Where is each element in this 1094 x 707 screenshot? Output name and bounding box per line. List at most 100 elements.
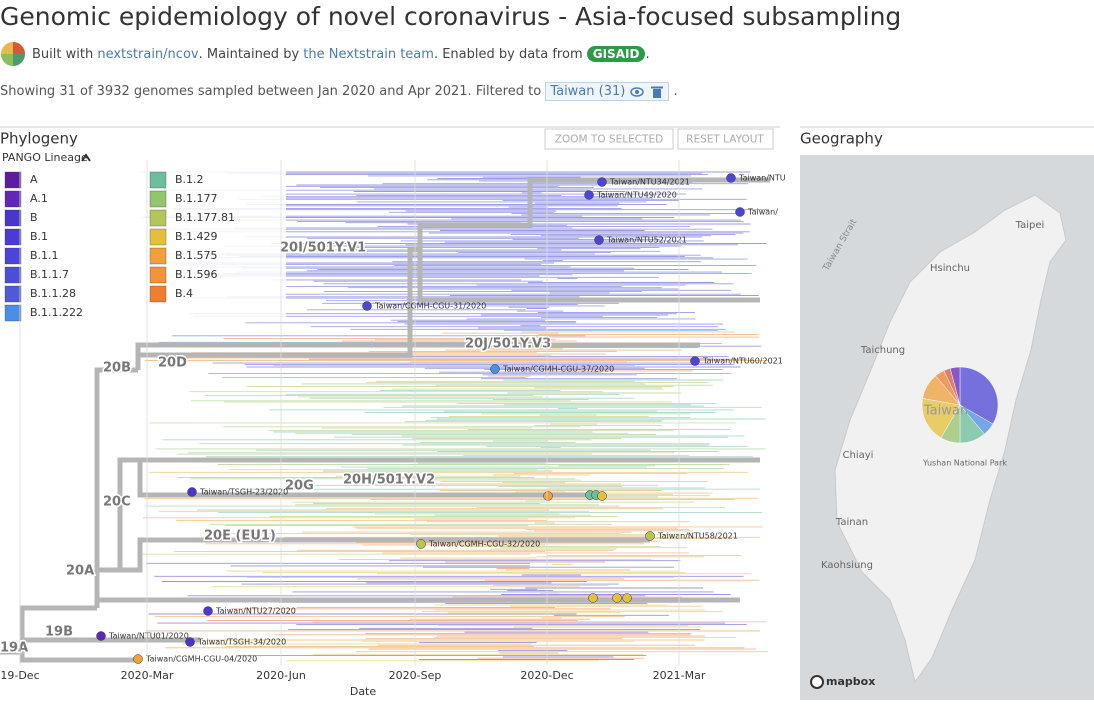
- clade-label: 20E (EU1): [204, 529, 276, 544]
- button[interactable]: [544, 128, 674, 150]
- clade-label: 20J/501Y.V3: [465, 337, 551, 352]
- place-label: Chiayi: [843, 450, 874, 461]
- legend-swatch: [4, 171, 22, 189]
- x-tick-label: 2020-Dec: [520, 669, 573, 682]
- tip-label: Taiwan/TSGH-34/2020: [197, 638, 286, 647]
- tip-label: Taiwan/: [747, 208, 778, 217]
- tip-label: Taiwan/CGMH-CGU-31/2020: [374, 302, 486, 311]
- attribution-icon: [810, 675, 824, 689]
- title: Genomic epidemiology of novel coronaviru…: [0, 2, 902, 31]
- legend-label: B.1.1.28: [30, 287, 76, 300]
- legend-swatch: [149, 285, 167, 303]
- clade-label: 20G: [285, 479, 314, 494]
- legend-swatch: [149, 190, 167, 208]
- legend-swatch: [149, 247, 167, 265]
- link[interactable]: the Nextstrain team: [303, 46, 434, 62]
- pie-slice: [949, 366, 961, 406]
- text: . Maintained by: [198, 46, 300, 62]
- legend-swatch: [4, 209, 22, 227]
- tip-label: Taiwan/NTU58/2021: [657, 532, 738, 541]
- map: Taipei Hsinchu Taichung Chiayi Tainan Kaohsiu…: [800, 155, 1094, 700]
- tip: [362, 301, 372, 311]
- legend-label: B.1.575: [175, 249, 218, 262]
- tip: [543, 491, 553, 501]
- text: .: [673, 84, 678, 99]
- clade-label: 20B: [103, 361, 131, 376]
- legend-swatch: [4, 304, 22, 322]
- legend-swatch: [4, 266, 22, 284]
- link[interactable]: nextstrain/ncov: [97, 46, 199, 62]
- place-label: Hsinchu: [930, 263, 970, 274]
- tip-label: Taiwan/NTU52/2021: [606, 236, 687, 245]
- legend-label: B.1: [30, 230, 48, 243]
- tip-label: Taiwan/NTU34/2021: [609, 178, 690, 187]
- logo: [1, 42, 25, 66]
- tip: [645, 531, 655, 541]
- pie-label: Taiwan: [923, 404, 968, 419]
- legend-swatch: [4, 228, 22, 246]
- backbone: [417, 250, 760, 303]
- legend-swatch: [149, 228, 167, 246]
- tip: [726, 173, 736, 183]
- backbone: [19, 652, 140, 663]
- x-tick-label: 2020-Sep: [389, 669, 442, 682]
- button-label[interactable]: RESET LAYOUT: [686, 134, 764, 146]
- tip-label: Taiwan/CGMH-CGU-32/2020: [428, 540, 540, 549]
- place-label: Taichung: [860, 345, 905, 356]
- tip-label: Taiwan/NTU49/2020: [596, 191, 677, 200]
- legend-label: B.1.1.222: [30, 306, 83, 319]
- gisaid-badge[interactable]: GISAID: [586, 46, 646, 62]
- tip-label: Taiwan/NTU60/2021: [702, 357, 783, 366]
- credits: Built with nextstrain/ncov. Maintained b…: [0, 40, 650, 68]
- clade-label: 20D: [158, 356, 187, 371]
- text: . Enabled by data from: [433, 46, 583, 62]
- filter-line: Showing 31 of 3932 genomes sampled betwe…: [0, 82, 678, 101]
- pie-slice: [959, 366, 999, 425]
- legend-swatch: [149, 171, 167, 189]
- clade-label: 20I/501Y.V1: [280, 241, 366, 256]
- x-axis-label: Date: [350, 685, 377, 698]
- legend-label: B.1.429: [175, 230, 218, 243]
- legend-label: A: [30, 173, 38, 186]
- text: Built with: [32, 46, 94, 62]
- legend-label: A.1: [30, 192, 48, 205]
- tip: [584, 190, 594, 200]
- tip: [185, 637, 195, 647]
- legend-swatch: [4, 285, 22, 303]
- tip-label: Taiwan/CGMH-CGU-04/2020: [145, 655, 257, 664]
- legend-label: B.1.177: [175, 192, 218, 205]
- tip-label: Taiwan/NTU27/2020: [215, 607, 296, 616]
- legend-label: B.4: [175, 287, 193, 300]
- x-tick-label: 19-Dec: [0, 669, 39, 682]
- tip-label: Taiwan/TSGH-23/2020: [199, 488, 288, 497]
- tip-label: Taiwan/NTU01/2020: [108, 632, 189, 641]
- tip: [612, 593, 622, 603]
- legend-swatch: [149, 209, 167, 227]
- button-label[interactable]: ZOOM TO SELECTED: [555, 134, 663, 146]
- place-label: Yushan National Park: [922, 459, 1007, 468]
- tip: [622, 593, 632, 603]
- place-label: Kaohsiung: [821, 560, 873, 571]
- button[interactable]: [677, 128, 774, 150]
- legend-swatch: [149, 266, 167, 284]
- pie-slice: [921, 398, 961, 439]
- tip-label: Taiwan/NTU: [738, 174, 786, 183]
- legend-bg: [0, 150, 286, 320]
- tree: PANGO Lineage A A.1 B B.1 B.1.1 B.1.1.7 B.1.1.2…: [0, 150, 786, 698]
- text: Showing 31 of 3932 genomes sampled betwe…: [0, 84, 542, 99]
- legend-swatch: [4, 190, 22, 208]
- tip: [597, 177, 607, 187]
- legend-label: B.1.1.7: [30, 268, 69, 281]
- place-label: Tainan: [835, 517, 868, 528]
- tip-label: Taiwan/CGMH-CGU-37/2020: [502, 365, 614, 374]
- legend-label: B.1.2: [175, 173, 204, 186]
- legend-label: B.1.596: [175, 268, 218, 281]
- chip-icons[interactable]: [630, 85, 664, 99]
- legend-swatch: [4, 247, 22, 265]
- backbone: [94, 367, 138, 608]
- clade-label: 19B: [45, 625, 73, 640]
- filter-chip[interactable]: Taiwan (31): [545, 82, 670, 101]
- tip: [133, 654, 143, 664]
- tip: [96, 631, 106, 641]
